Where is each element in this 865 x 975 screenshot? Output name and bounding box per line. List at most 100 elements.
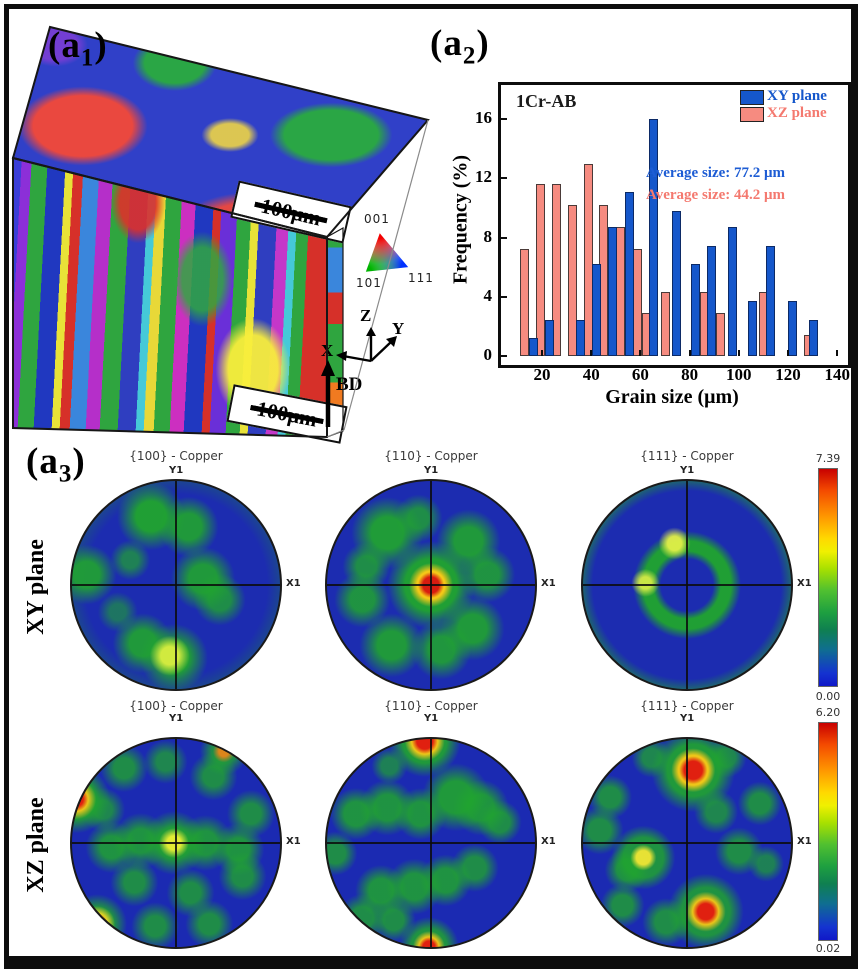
axis-label-y: Y [392, 319, 405, 338]
average-size-xz: Average size: 44.2 μm [646, 187, 786, 203]
pole-figure-title: {110} - Copper [384, 449, 478, 463]
bar-xy-plane [691, 264, 701, 356]
bar-xy-plane [624, 191, 634, 356]
x-tick-label: 100 [726, 365, 752, 384]
pole-axis-y1: Y1 [169, 713, 184, 724]
colorbar-min-xz: 0.02 [815, 942, 841, 955]
x-tick-label: 120 [775, 365, 801, 384]
pole-axis-y1: Y1 [680, 465, 695, 476]
pole-figure-xz-111 [581, 737, 793, 949]
ipf-label-101: 101 [356, 276, 382, 290]
bar-xy-plane [809, 320, 819, 356]
pole-figure-title: {110} - Copper [384, 699, 478, 713]
pole-figure-horizontal-axis [327, 842, 535, 844]
pole-axis-y1: Y1 [424, 713, 439, 724]
ipf-label-111: 111 [408, 271, 434, 285]
x-tick-label: 40 [582, 365, 600, 384]
histogram-sample-label: 1Cr-AB [516, 91, 577, 111]
y-tick-mark [501, 355, 507, 357]
x-tick-label: 140 [824, 365, 850, 384]
bar-xz-plane [552, 184, 562, 356]
bar-xy-plane [766, 246, 776, 356]
bar-xy-plane [649, 119, 659, 356]
pole-figure-title: {111} - Copper [640, 449, 734, 463]
bar-xz-plane [584, 163, 594, 356]
y-tick-mark [501, 118, 507, 121]
pole-figure-horizontal-axis [72, 584, 280, 586]
pole-figure-horizontal-axis [583, 842, 791, 844]
figure-border-right [851, 4, 858, 969]
pole-axis-y1: Y1 [680, 713, 695, 724]
pole-axis-x1: X1 [541, 578, 556, 589]
figure-border-top [4, 4, 858, 9]
x-tick-mark [688, 350, 691, 356]
colorbar-max-xz: 6.20 [815, 706, 841, 719]
bar-xz-plane [660, 292, 670, 356]
pole-axis-y1: Y1 [424, 465, 439, 476]
colorbar-min-xy: 0.00 [815, 690, 841, 703]
colorbar-max-xy: 7.39 [815, 452, 841, 465]
y-tick-label: 0 [483, 345, 493, 364]
intensity-colorbar-xz [818, 722, 838, 941]
bar-xy-plane [575, 320, 585, 356]
intensity-colorbar-xy [818, 468, 838, 687]
x-tick-mark [737, 350, 740, 356]
panel-a1-label: (a1) [48, 25, 108, 72]
legend-label-xy: XY plane [767, 88, 827, 104]
bar-xz-plane [568, 205, 578, 356]
bar-xy-plane [671, 210, 681, 356]
legend-swatch-xy [740, 90, 764, 105]
y-tick-mark [501, 295, 507, 298]
bar-xy-plane [544, 320, 554, 356]
pole-figure-horizontal-axis [327, 584, 535, 586]
x-tick-mark [836, 350, 839, 356]
bar-xz-plane [633, 249, 643, 356]
bar-xy-plane [607, 227, 617, 356]
y-tick-label: 8 [483, 226, 493, 246]
bar-xz-plane [715, 313, 725, 356]
panel-a3-label: (a3) [26, 441, 86, 488]
pole-figure-xy-110 [325, 479, 537, 691]
pole-axis-y1: Y1 [169, 465, 184, 476]
bar-xz-plane [536, 184, 546, 356]
row-label-xy-plane: XY plane [23, 539, 49, 635]
x-tick-label: 60 [631, 365, 649, 384]
y-tick-mark [501, 236, 507, 239]
bar-xy-plane [707, 246, 717, 356]
pole-figure-xz-100 [70, 737, 282, 949]
pole-axis-x1: X1 [286, 836, 301, 847]
pole-figure-horizontal-axis [583, 584, 791, 586]
ipf-label-001: 001 [364, 212, 390, 226]
pole-axis-x1: X1 [286, 578, 301, 589]
y-tick-mark [501, 177, 507, 180]
bar-xy-plane [591, 264, 601, 356]
y-tick-label: 4 [483, 285, 493, 305]
axis-label-z: Z [360, 306, 372, 325]
y-tick-label: 12 [475, 167, 492, 187]
bar-xz-plane [520, 249, 530, 356]
cube-wireframe-and-axes [11, 25, 430, 439]
x-tick-mark [590, 350, 593, 356]
ebsd-cube-right-face [327, 228, 343, 437]
x-tick-mark [639, 350, 642, 356]
bar-xz-plane [616, 227, 626, 356]
average-size-xy: Average size: 77.2 μm [646, 165, 786, 181]
pole-figure-horizontal-axis [72, 842, 280, 844]
pole-figure-title: {111} - Copper [640, 699, 734, 713]
pole-axis-x1: X1 [797, 578, 812, 589]
pole-figure-title: {100} - Copper [129, 699, 223, 713]
pole-figure-xy-100 [70, 479, 282, 691]
y-tick-label: 16 [475, 108, 492, 128]
pole-axis-x1: X1 [541, 836, 556, 847]
figure-border-bottom [4, 956, 858, 969]
x-tick-mark [787, 350, 789, 356]
x-tick-label: 80 [681, 365, 699, 384]
pole-figure-title: {100} - Copper [129, 449, 223, 463]
histogram-plot-area [498, 82, 851, 368]
panel-a1: (a1) 100μm 100μm 001 101 111 Z Y X BD [0, 0, 465, 450]
bar-xy-plane [788, 301, 798, 356]
pole-figure-xz-110 [325, 737, 537, 949]
x-tick-label: 20 [533, 365, 551, 384]
legend-swatch-xz [740, 107, 764, 122]
